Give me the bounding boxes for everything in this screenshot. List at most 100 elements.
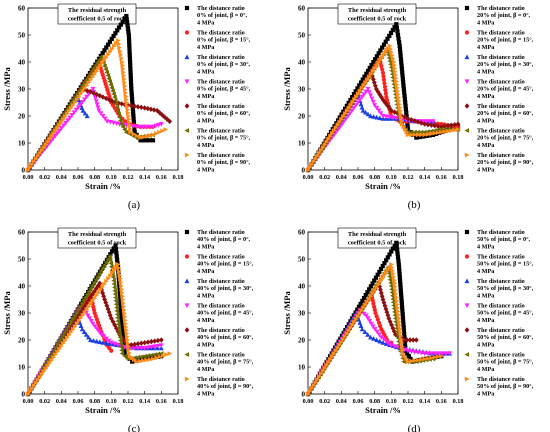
data-point xyxy=(376,51,381,56)
legend-label-line: 0% of joint, β = 45°, xyxy=(197,86,251,93)
legend-label-line: 40% of joint, β = 75°, xyxy=(197,359,254,366)
data-point xyxy=(350,99,356,105)
data-point xyxy=(142,105,148,111)
data-point xyxy=(404,356,409,362)
data-point xyxy=(57,122,62,128)
data-point xyxy=(95,320,101,325)
legend-label-line: 4 MPa xyxy=(197,268,214,275)
data-point xyxy=(120,66,126,72)
data-point xyxy=(370,298,375,303)
legend-label-line: 40% of joint, β = 30°, xyxy=(197,285,254,292)
data-point xyxy=(355,307,360,312)
data-point xyxy=(106,255,111,260)
data-point xyxy=(337,119,343,125)
data-point xyxy=(368,113,373,119)
data-point xyxy=(129,86,134,92)
data-point xyxy=(400,347,406,353)
data-point xyxy=(320,145,326,150)
data-point xyxy=(394,240,399,245)
data-point xyxy=(104,278,109,284)
data-point xyxy=(152,338,158,344)
y-tick-label: 20 xyxy=(298,113,306,121)
data-point xyxy=(120,321,125,326)
data-point xyxy=(114,311,120,317)
data-point xyxy=(315,377,320,382)
data-point xyxy=(372,65,378,71)
data-point xyxy=(140,358,146,363)
x-tick-label: 0.16 xyxy=(436,398,447,405)
data-point xyxy=(324,362,330,368)
legend-marker xyxy=(464,254,470,259)
data-point xyxy=(112,295,118,300)
data-point xyxy=(398,333,404,339)
data-point xyxy=(117,118,123,124)
data-point xyxy=(372,327,378,332)
x-tick-label: 0.06 xyxy=(353,174,364,181)
data-point xyxy=(425,121,431,128)
data-point xyxy=(111,284,117,290)
data-point xyxy=(396,265,402,270)
data-point xyxy=(150,132,156,138)
data-point xyxy=(383,39,388,44)
data-point xyxy=(130,96,135,102)
data-point xyxy=(84,88,90,94)
data-point xyxy=(130,124,136,129)
data-point xyxy=(126,32,131,38)
x-tick-label: 0.04 xyxy=(56,174,67,181)
data-point xyxy=(385,267,391,273)
panel-label: (c) xyxy=(128,423,141,432)
data-point xyxy=(370,281,375,286)
data-point xyxy=(399,66,405,72)
legend-label-line: 4 MPa xyxy=(477,117,494,124)
x-tick-label: 0.06 xyxy=(73,398,84,405)
data-point xyxy=(65,335,70,341)
data-point xyxy=(126,36,132,41)
data-point xyxy=(365,77,370,83)
data-point xyxy=(396,262,401,267)
data-point xyxy=(55,349,60,355)
data-point xyxy=(398,56,404,62)
data-point xyxy=(383,339,389,344)
legend-label-line: 4 MPa xyxy=(197,44,214,51)
data-point xyxy=(148,106,154,112)
data-point xyxy=(337,342,343,348)
data-point xyxy=(115,257,120,262)
data-point xyxy=(378,111,384,116)
data-point xyxy=(123,317,128,323)
data-point xyxy=(100,51,105,56)
data-point xyxy=(29,385,35,391)
data-point xyxy=(118,276,123,282)
data-point xyxy=(111,43,117,49)
data-point xyxy=(392,280,398,286)
data-point xyxy=(409,358,414,364)
data-point xyxy=(403,345,408,350)
data-point xyxy=(93,314,98,319)
data-point xyxy=(122,80,128,86)
data-point xyxy=(400,70,405,75)
legend-marker xyxy=(464,5,470,11)
data-point xyxy=(112,98,118,103)
data-point xyxy=(121,307,127,313)
data-point xyxy=(361,305,367,310)
data-point xyxy=(379,63,384,69)
data-point xyxy=(305,391,311,397)
data-point xyxy=(82,309,88,315)
series-line xyxy=(307,88,433,171)
data-point xyxy=(107,253,112,259)
data-point xyxy=(124,97,129,103)
data-point xyxy=(122,353,128,359)
data-point xyxy=(359,104,365,110)
data-point xyxy=(380,67,385,72)
x-tick-label: 0.10 xyxy=(386,174,397,181)
data-point xyxy=(27,388,33,394)
data-point xyxy=(422,356,428,362)
data-point xyxy=(119,287,125,292)
data-point xyxy=(447,351,453,357)
data-point xyxy=(376,320,382,325)
data-point xyxy=(365,316,371,321)
data-point xyxy=(148,338,154,345)
